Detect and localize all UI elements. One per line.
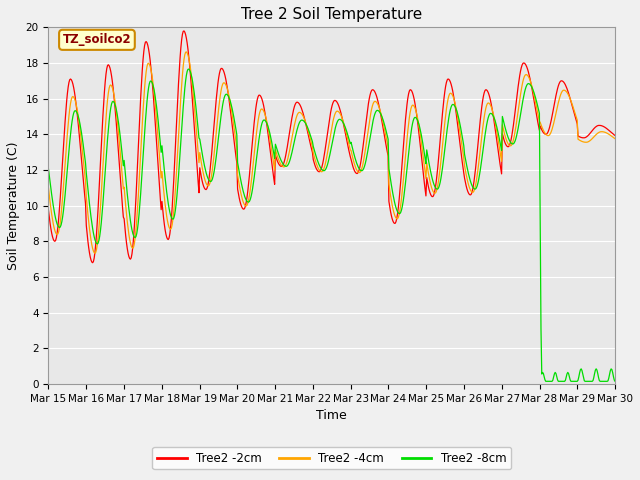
Tree2 -4cm xyxy=(55,228,63,234)
Legend: Tree2 -2cm, Tree2 -4cm, Tree2 -8cm: Tree2 -2cm, Tree2 -4cm, Tree2 -8cm xyxy=(152,447,511,469)
Tree2 -2cm xyxy=(202,187,210,192)
Tree2 -8cm xyxy=(45,166,52,172)
Tree2 -8cm xyxy=(113,110,121,116)
Tree2 -4cm xyxy=(182,49,190,55)
Tree2 -2cm xyxy=(172,145,179,151)
Tree2 -2cm xyxy=(419,166,427,172)
Line: Tree2 -2cm: Tree2 -2cm xyxy=(49,31,615,263)
Tree2 -8cm xyxy=(55,224,63,230)
Tree2 -8cm xyxy=(202,167,209,172)
Tree2 -8cm xyxy=(611,378,619,384)
Tree2 -8cm xyxy=(402,180,410,186)
X-axis label: Time: Time xyxy=(316,409,347,422)
Tree2 -8cm xyxy=(171,212,179,218)
Tree2 -2cm xyxy=(114,140,122,146)
Tree2 -4cm xyxy=(202,180,210,186)
Tree2 -2cm xyxy=(403,108,410,114)
Line: Tree2 -4cm: Tree2 -4cm xyxy=(49,52,615,253)
Line: Tree2 -8cm: Tree2 -8cm xyxy=(49,69,615,381)
Tree2 -8cm xyxy=(185,66,193,72)
Tree2 -2cm xyxy=(611,132,619,138)
Text: TZ_soilco2: TZ_soilco2 xyxy=(63,33,131,47)
Tree2 -8cm xyxy=(418,136,426,142)
Tree2 -4cm xyxy=(172,188,179,194)
Tree2 -2cm xyxy=(45,207,52,213)
Tree2 -4cm xyxy=(611,136,619,142)
Tree2 -4cm xyxy=(114,123,122,129)
Tree2 -8cm xyxy=(543,378,550,384)
Tree2 -2cm xyxy=(55,215,63,221)
Title: Tree 2 Soil Temperature: Tree 2 Soil Temperature xyxy=(241,7,422,22)
Tree2 -4cm xyxy=(45,185,52,191)
Tree2 -2cm xyxy=(89,260,97,265)
Tree2 -4cm xyxy=(419,151,427,156)
Y-axis label: Soil Temperature (C): Soil Temperature (C) xyxy=(7,142,20,270)
Tree2 -4cm xyxy=(403,144,410,150)
Tree2 -2cm xyxy=(180,28,188,34)
Tree2 -4cm xyxy=(91,251,99,256)
